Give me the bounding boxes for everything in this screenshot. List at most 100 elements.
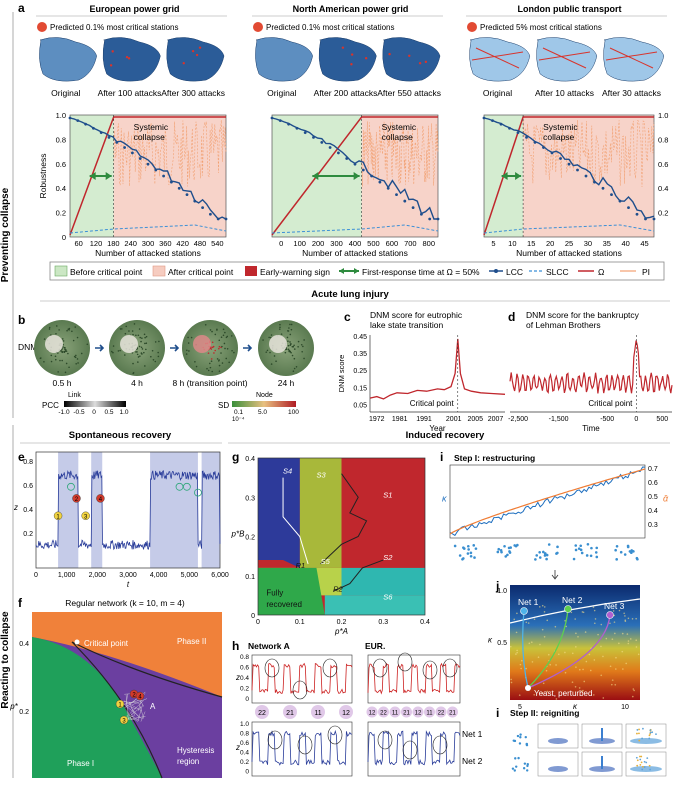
xtick: 20 — [546, 239, 554, 248]
h-bubble-a — [283, 705, 297, 719]
panel-c-title-1: DNM score for eutrophic — [370, 310, 463, 320]
side-label-preventing: Preventing collapse — [0, 187, 11, 282]
f-hysteresis-2: region — [177, 757, 199, 766]
xtick: 300 — [142, 239, 155, 248]
ytick: 0.6 — [56, 160, 66, 169]
h-ytick-top: 0.2 — [240, 686, 249, 693]
i-right-ylabel: ᾱ — [663, 494, 669, 504]
svg-text:3: 3 — [84, 514, 88, 520]
map-label-0-2: After 300 attacks — [161, 88, 225, 98]
j-xlabel: κ — [573, 702, 578, 711]
c-ytick: 0.05 — [353, 402, 367, 409]
map-0-2 — [166, 37, 225, 82]
xtick: 700 — [404, 239, 417, 248]
h-ytick-top: 0 — [245, 696, 249, 703]
right-ytick: 0.8 — [658, 135, 668, 144]
h-ytick-top: 0.8 — [240, 654, 249, 661]
panel-h-chart: 0.8 0.6 0.4 0.2 0 1.0 0.8 0.6 0.4 0.2 0 z z 22 21 11 12 1… — [235, 652, 461, 777]
svg-text:4: 4 — [138, 695, 142, 701]
g-blue-region — [258, 458, 300, 568]
i2-plot-1-0 — [537, 751, 579, 777]
xtick: 500 — [367, 239, 380, 248]
f-marker-1 — [115, 699, 125, 709]
legend-omega: Ω — [598, 267, 604, 277]
lung-arrow-0 — [95, 344, 105, 352]
i-right-ytick: 0.7 — [648, 466, 658, 473]
d-xtick: -2,500 — [508, 416, 528, 423]
svg-text:22: 22 — [438, 711, 445, 717]
induced-title: Induced recovery — [406, 430, 485, 441]
systemic-collapse-1: Systemic — [382, 122, 417, 132]
grid-title-1: North American power grid — [293, 4, 409, 14]
lcc-series — [69, 117, 227, 220]
c-critical: Critical point — [410, 399, 455, 408]
e-xtick: 2,000 — [89, 572, 107, 579]
map-label-0-1: After 100 attacks — [98, 88, 162, 98]
g-label-R1: R1 — [296, 561, 306, 570]
pcc-tick: -0.5 — [73, 409, 85, 416]
g-fully-2: recovered — [266, 600, 302, 609]
c-ytick: 0.15 — [353, 385, 367, 392]
g-xtick: 0.2 — [337, 619, 347, 626]
h-circle — [322, 658, 338, 678]
lung-section-title: Acute lung injury — [311, 289, 389, 300]
i2-plot-0-0 — [537, 723, 579, 749]
j-net-1-point — [520, 607, 528, 615]
f-green — [32, 637, 162, 778]
grid-banner-2: Predicted 5% most critical stations — [480, 23, 602, 32]
h-bubble-e — [412, 706, 424, 718]
legend-before: Before critical point — [70, 267, 143, 277]
xtick: 45 — [640, 239, 648, 248]
j-net-3-point — [606, 611, 614, 619]
step2-net2: Net 2 — [462, 756, 483, 766]
g-ytick: 0.3 — [245, 495, 255, 502]
e-xtick: 3,000 — [119, 572, 137, 579]
panel-d-title-1: DNM score for the bankruptcy — [526, 310, 640, 320]
c-xtick: 1991 — [416, 416, 432, 423]
h-circle — [297, 735, 313, 755]
map-label-2-1: After 10 attacks — [535, 88, 594, 98]
side-label-reacting: Reacting to collapse — [0, 611, 11, 709]
sd-label: SD — [218, 401, 229, 410]
svg-text:21: 21 — [449, 711, 456, 717]
slcc-series — [483, 224, 655, 234]
d-xtick: 0 — [634, 416, 638, 423]
panel-f-chart: Critical point Phase II Phase I Hysteresis r… — [9, 612, 223, 779]
j-xtick: 10 — [621, 704, 629, 711]
g-ytick: 0.2 — [245, 535, 255, 542]
e-xtick: 5,000 — [181, 572, 199, 579]
svg-text:collapse: collapse — [382, 132, 413, 142]
e-marker-1 — [53, 511, 63, 520]
node-label: Node — [256, 392, 273, 399]
map-0-1 — [102, 37, 161, 82]
xtick: 0 — [279, 239, 283, 248]
j-yeast-label: Yeast, perturbed — [534, 689, 592, 698]
d-xlabel: Time — [582, 424, 600, 433]
panel-c-letter: c — [344, 310, 351, 324]
h-net-a-top — [251, 662, 353, 695]
h-bubble-e — [435, 706, 447, 718]
g-ylabel: p*B — [231, 530, 246, 539]
i-left-ylabel: κ — [442, 494, 447, 504]
pcc-label: PCC — [42, 401, 59, 410]
right-ytick: 0.6 — [658, 160, 668, 169]
time-0-5h: 0.5 h — [53, 378, 72, 388]
j-net-2-point — [564, 605, 572, 613]
i-kappa-series — [449, 466, 646, 537]
grid-title-2: London public transport — [518, 4, 622, 14]
sd-tick-0: 0.1 — [234, 409, 243, 416]
legend-first-response: First-response time at Ω = 50% — [362, 267, 480, 277]
panel-i2-letter: i — [496, 706, 499, 720]
panel-c-title-2: lake state transition — [370, 320, 444, 330]
panel-i-step2: Step II: reigniting — [510, 708, 579, 718]
e-ytick: 0.8 — [23, 459, 33, 466]
xtick: 180 — [107, 239, 120, 248]
xtick: 200 — [312, 239, 325, 248]
time-8h: 8 h (transition point) — [172, 378, 247, 388]
svg-text:collapse: collapse — [543, 132, 574, 142]
g-xtick: 0.3 — [378, 619, 388, 626]
ytick: 0.2 — [56, 209, 66, 218]
panel-h-network-a: Network A — [248, 641, 290, 651]
j-ylabel: κ — [488, 636, 493, 645]
xtick: 600 — [386, 239, 399, 248]
